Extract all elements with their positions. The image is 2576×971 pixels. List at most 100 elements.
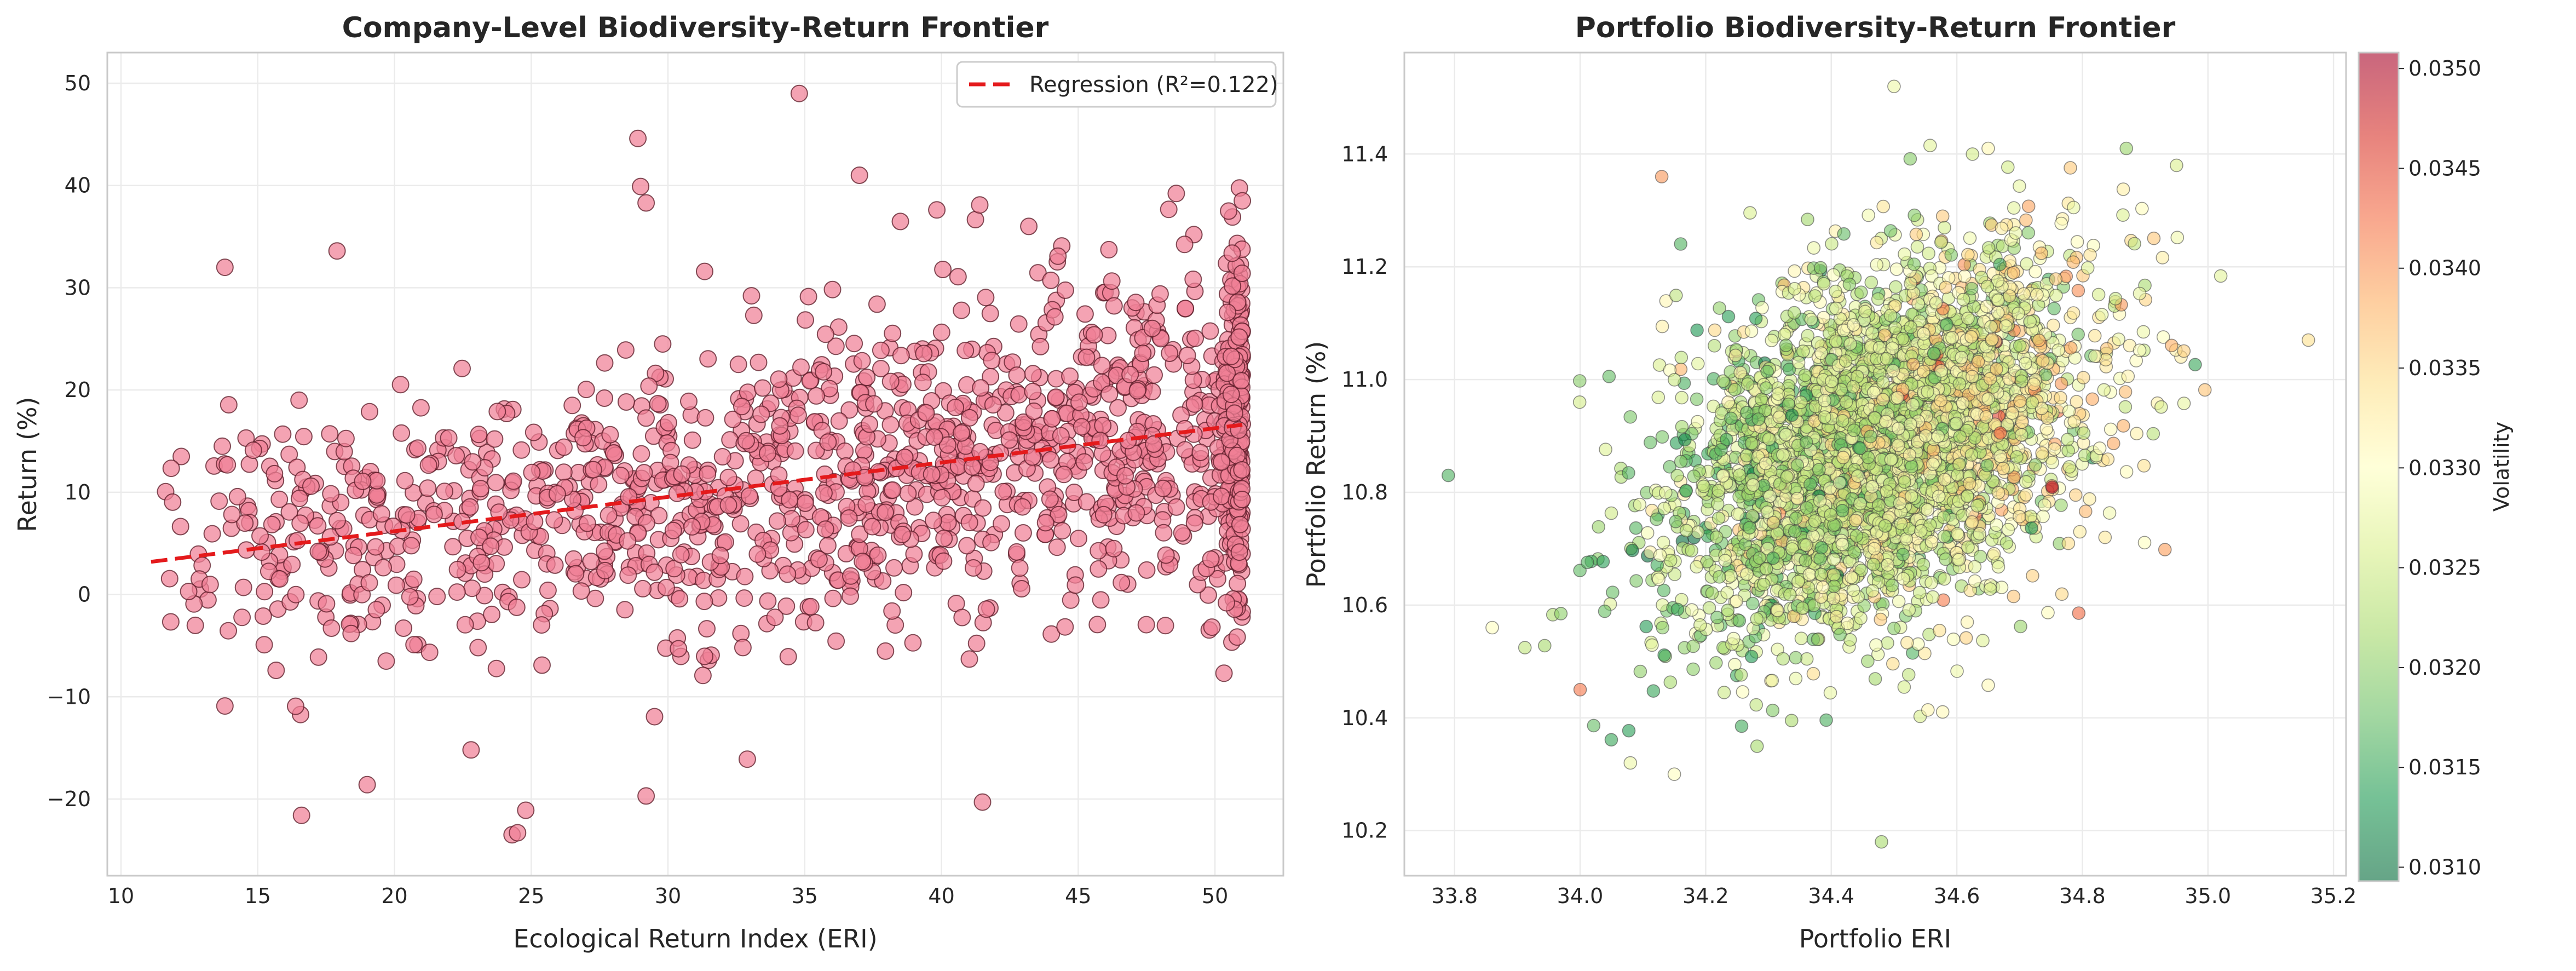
company-point xyxy=(1011,316,1027,332)
portfolio-point xyxy=(2073,526,2086,538)
portfolio-point xyxy=(1691,324,1703,336)
portfolio-point xyxy=(1841,617,1854,630)
company-point xyxy=(1233,372,1249,389)
company-point xyxy=(1044,411,1061,427)
portfolio-point xyxy=(2012,307,2025,320)
portfolio-point xyxy=(2067,307,2080,319)
portfolio-point xyxy=(2070,489,2082,501)
company-point xyxy=(954,610,970,626)
portfolio-point xyxy=(1976,634,1989,647)
company-point xyxy=(854,353,871,369)
portfolio-point xyxy=(1898,248,1911,261)
company-point xyxy=(329,243,345,259)
company-point xyxy=(1144,320,1161,337)
company-point xyxy=(630,130,646,147)
company-point xyxy=(1074,418,1090,435)
portfolio-point xyxy=(2054,392,2067,404)
portfolio-point xyxy=(1966,148,1979,160)
company-point xyxy=(462,499,479,515)
company-point xyxy=(754,380,771,397)
portfolio-point xyxy=(1599,605,1611,618)
company-point xyxy=(751,354,767,371)
company-point xyxy=(714,449,731,465)
company-point xyxy=(310,543,326,560)
portfolio-point xyxy=(1824,687,1837,699)
company-point xyxy=(1042,272,1059,289)
company-point xyxy=(245,442,262,458)
portfolio-point xyxy=(1997,462,2009,475)
company-point xyxy=(895,584,912,601)
company-point xyxy=(1025,383,1041,400)
portfolio-point xyxy=(1881,637,1894,650)
portfolio-point xyxy=(1710,531,1723,543)
portfolio-point xyxy=(2120,466,2133,478)
portfolio-point xyxy=(1686,604,1698,616)
portfolio-point xyxy=(1735,669,1748,681)
company-point xyxy=(825,590,842,607)
portfolio-point xyxy=(2007,590,2020,603)
company-point xyxy=(961,410,978,426)
company-point xyxy=(448,447,464,464)
portfolio-point xyxy=(1865,276,1877,289)
company-point xyxy=(1202,323,1218,340)
company-point xyxy=(935,553,952,570)
company-point xyxy=(638,788,654,804)
portfolio-point xyxy=(1898,681,1910,693)
portfolio-point xyxy=(1789,672,1802,685)
portfolio-point xyxy=(2094,442,2106,455)
company-point xyxy=(419,480,436,496)
y-tick-label: 30 xyxy=(65,275,91,300)
x-tick-label: 20 xyxy=(381,884,407,908)
portfolio-point xyxy=(1603,370,1615,383)
portfolio-point xyxy=(1736,720,1748,733)
company-point xyxy=(343,625,359,642)
x-tick-label: 25 xyxy=(518,884,544,908)
company-point xyxy=(975,500,991,516)
company-point xyxy=(1042,491,1058,508)
portfolio-point xyxy=(2096,308,2108,321)
company-point xyxy=(635,581,651,597)
company-point xyxy=(1122,366,1138,383)
company-point xyxy=(310,649,327,665)
portfolio-point xyxy=(2077,371,2090,384)
portfolio-point xyxy=(1799,369,1811,382)
company-point xyxy=(564,397,580,413)
company-point xyxy=(947,399,964,416)
company-point xyxy=(234,609,250,625)
company-point xyxy=(936,530,952,547)
company-point xyxy=(858,369,875,386)
portfolio-point xyxy=(1675,455,1687,468)
company-point xyxy=(1168,185,1184,202)
company-point xyxy=(780,648,797,665)
portfolio-point xyxy=(1647,685,1659,697)
company-point xyxy=(739,751,756,767)
company-point xyxy=(546,512,562,528)
portfolio-point xyxy=(2122,370,2134,383)
company-point xyxy=(817,326,834,342)
portfolio-point xyxy=(1640,620,1652,633)
company-point xyxy=(578,381,595,398)
company-point xyxy=(164,494,181,510)
company-point xyxy=(1144,383,1161,400)
portfolio-point xyxy=(2072,284,2084,297)
company-point xyxy=(793,359,809,375)
company-point xyxy=(367,539,384,555)
company-point xyxy=(1092,432,1108,449)
portfolio-point xyxy=(2022,200,2035,212)
company-point xyxy=(1117,468,1133,484)
company-point xyxy=(181,583,197,600)
company-point xyxy=(1179,347,1196,364)
portfolio-point xyxy=(2072,607,2085,619)
portfolio-point xyxy=(1766,674,1778,687)
company-point xyxy=(841,510,857,526)
company-point xyxy=(684,432,701,449)
company-point xyxy=(464,453,481,470)
portfolio-point xyxy=(1652,573,1665,585)
portfolio-point xyxy=(1652,391,1664,404)
company-point xyxy=(1032,338,1048,355)
company-point xyxy=(547,557,563,573)
company-point xyxy=(828,633,844,650)
company-point xyxy=(1094,358,1110,374)
portfolio-point xyxy=(1765,334,1778,347)
